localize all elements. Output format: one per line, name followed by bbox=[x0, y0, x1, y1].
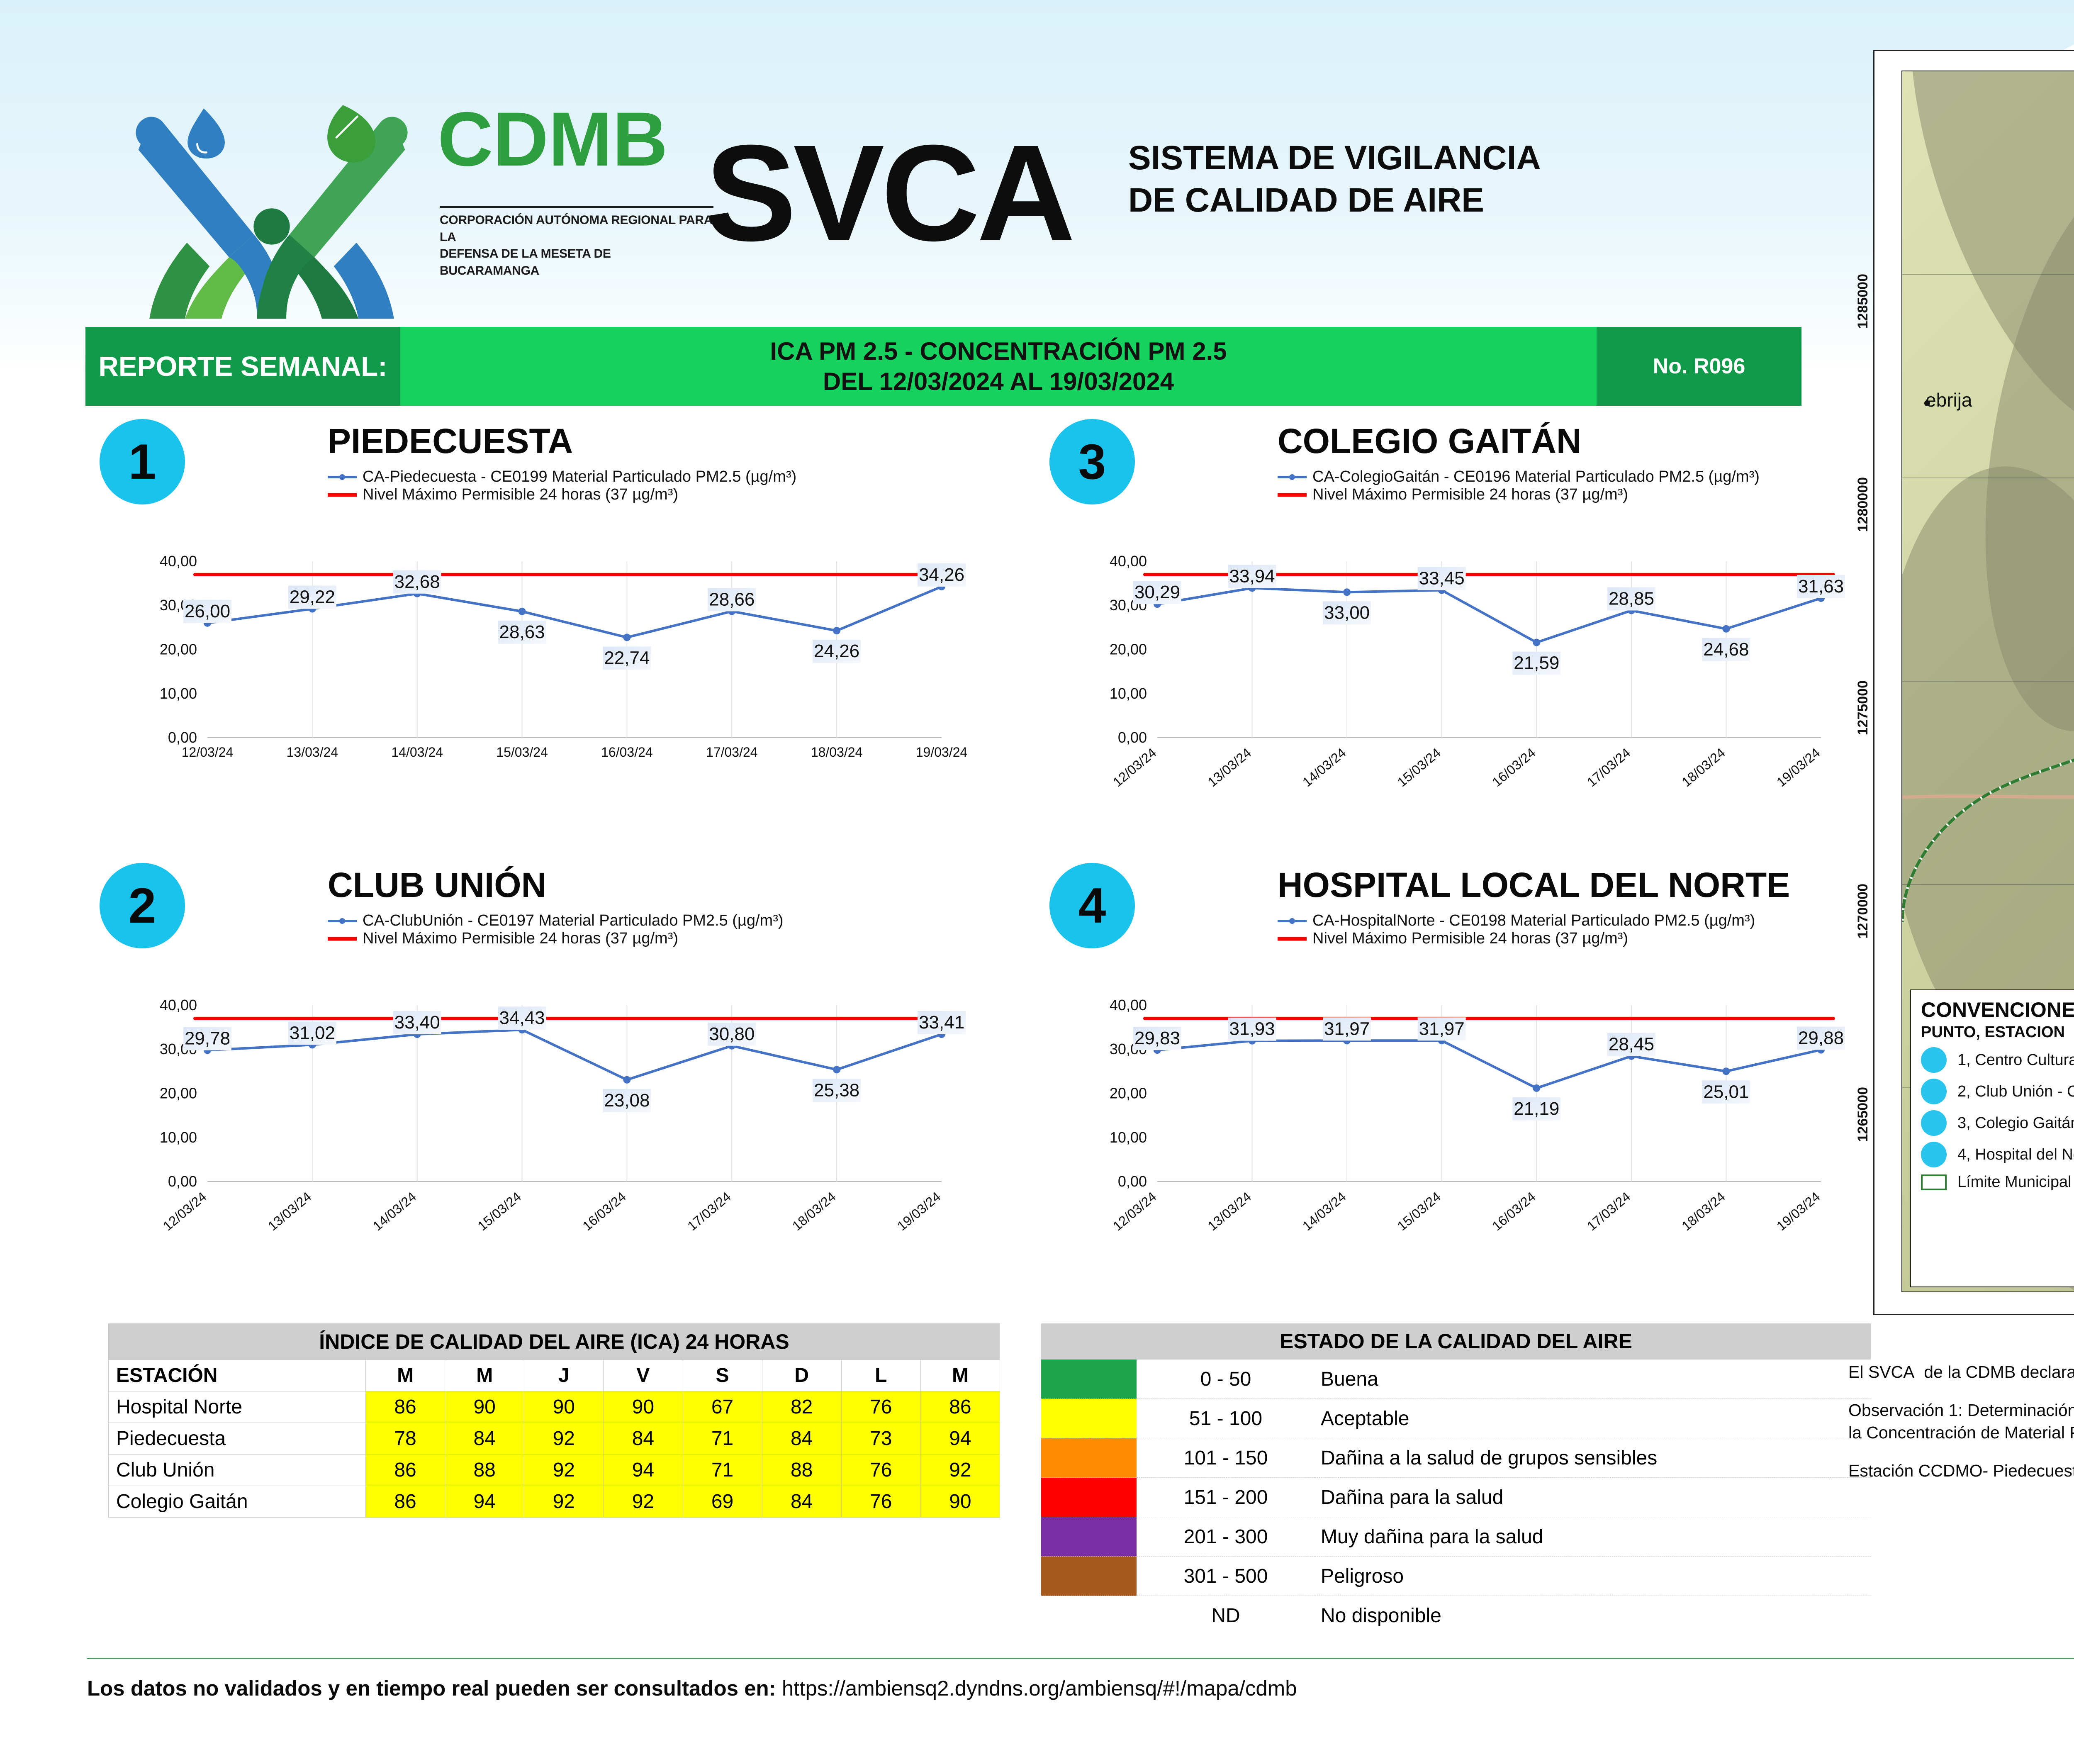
svg-text:10,00: 10,00 bbox=[160, 685, 197, 702]
svg-text:17/03/24: 17/03/24 bbox=[1584, 1189, 1633, 1234]
svg-text:18/03/24: 18/03/24 bbox=[1679, 1189, 1728, 1234]
svg-text:16/03/24: 16/03/24 bbox=[1489, 1189, 1538, 1234]
svg-text:13/03/24: 13/03/24 bbox=[265, 1189, 314, 1234]
svg-text:10,00: 10,00 bbox=[1110, 1129, 1147, 1146]
svg-text:29,22: 29,22 bbox=[290, 587, 335, 607]
svg-text:18/03/24: 18/03/24 bbox=[789, 1189, 839, 1234]
svg-text:12/03/24: 12/03/24 bbox=[160, 1189, 209, 1234]
svg-text:21,19: 21,19 bbox=[1514, 1099, 1559, 1119]
svg-text:17/03/24: 17/03/24 bbox=[684, 1189, 734, 1234]
svg-text:31,97: 31,97 bbox=[1419, 1018, 1465, 1039]
svg-text:13/03/24: 13/03/24 bbox=[1205, 1189, 1254, 1234]
svg-text:40,00: 40,00 bbox=[1110, 997, 1147, 1014]
svg-text:1285000: 1285000 bbox=[1855, 274, 1871, 329]
svg-text:24,26: 24,26 bbox=[814, 641, 859, 661]
svg-text:10,00: 10,00 bbox=[1110, 685, 1147, 702]
svg-text:28,63: 28,63 bbox=[499, 622, 545, 642]
svg-text:17/03/24: 17/03/24 bbox=[706, 745, 758, 760]
svg-text:25,01: 25,01 bbox=[1703, 1082, 1749, 1102]
svg-text:12/03/24: 12/03/24 bbox=[1110, 745, 1159, 790]
svg-text:0,00: 0,00 bbox=[1118, 729, 1147, 746]
svg-text:33,00: 33,00 bbox=[1324, 602, 1370, 623]
svg-text:1270000: 1270000 bbox=[1855, 884, 1871, 938]
svg-text:15/03/24: 15/03/24 bbox=[1395, 1189, 1444, 1234]
svg-text:20,00: 20,00 bbox=[1110, 1085, 1147, 1102]
svg-text:14/03/24: 14/03/24 bbox=[1300, 745, 1349, 790]
svg-text:40,00: 40,00 bbox=[1110, 553, 1147, 570]
svg-text:23,08: 23,08 bbox=[604, 1090, 650, 1111]
svg-text:1275000: 1275000 bbox=[1855, 680, 1871, 735]
svg-text:16/03/24: 16/03/24 bbox=[579, 1189, 629, 1234]
svg-text:21,59: 21,59 bbox=[1514, 653, 1559, 673]
svg-text:22,74: 22,74 bbox=[604, 648, 650, 668]
svg-text:16/03/24: 16/03/24 bbox=[601, 745, 653, 760]
svg-text:14/03/24: 14/03/24 bbox=[370, 1189, 419, 1234]
svg-text:14/03/24: 14/03/24 bbox=[391, 745, 443, 760]
svg-text:31,02: 31,02 bbox=[290, 1023, 335, 1043]
svg-text:15/03/24: 15/03/24 bbox=[1395, 745, 1444, 790]
svg-text:28,85: 28,85 bbox=[1609, 589, 1654, 609]
svg-text:15/03/24: 15/03/24 bbox=[475, 1189, 524, 1234]
svg-text:34,26: 34,26 bbox=[919, 565, 964, 585]
svg-text:1280000: 1280000 bbox=[1855, 477, 1871, 532]
svg-text:14/03/24: 14/03/24 bbox=[1300, 1189, 1349, 1234]
svg-text:29,83: 29,83 bbox=[1134, 1028, 1180, 1048]
svg-text:31,93: 31,93 bbox=[1229, 1019, 1275, 1039]
svg-text:33,40: 33,40 bbox=[394, 1012, 440, 1033]
svg-text:30,80: 30,80 bbox=[709, 1024, 755, 1044]
svg-text:1265000: 1265000 bbox=[1855, 1087, 1871, 1142]
svg-text:40,00: 40,00 bbox=[160, 997, 197, 1014]
svg-text:33,45: 33,45 bbox=[1419, 568, 1465, 589]
svg-text:ebrija: ebrija bbox=[1926, 389, 1972, 411]
svg-text:26,00: 26,00 bbox=[185, 601, 230, 621]
svg-text:33,94: 33,94 bbox=[1229, 566, 1275, 586]
svg-text:30,29: 30,29 bbox=[1134, 582, 1180, 602]
svg-text:32,68: 32,68 bbox=[394, 572, 440, 592]
svg-text:18/03/24: 18/03/24 bbox=[1679, 745, 1728, 790]
svg-text:29,88: 29,88 bbox=[1798, 1028, 1844, 1048]
svg-text:20,00: 20,00 bbox=[160, 641, 197, 658]
svg-text:19/03/24: 19/03/24 bbox=[1774, 745, 1823, 790]
svg-text:15/03/24: 15/03/24 bbox=[496, 745, 548, 760]
svg-text:10,00: 10,00 bbox=[160, 1129, 197, 1146]
svg-text:31,63: 31,63 bbox=[1798, 576, 1844, 597]
svg-text:19/03/24: 19/03/24 bbox=[1774, 1189, 1823, 1234]
svg-text:18/03/24: 18/03/24 bbox=[811, 745, 863, 760]
svg-text:0,00: 0,00 bbox=[168, 729, 197, 746]
svg-text:13/03/24: 13/03/24 bbox=[1205, 745, 1254, 790]
svg-text:13/03/24: 13/03/24 bbox=[287, 745, 338, 760]
svg-text:29,78: 29,78 bbox=[185, 1028, 230, 1049]
svg-text:12/03/24: 12/03/24 bbox=[182, 745, 234, 760]
svg-text:28,66: 28,66 bbox=[709, 590, 755, 610]
svg-text:24,68: 24,68 bbox=[1703, 639, 1749, 660]
svg-text:20,00: 20,00 bbox=[1110, 641, 1147, 658]
svg-text:34,43: 34,43 bbox=[499, 1008, 545, 1028]
svg-text:0,00: 0,00 bbox=[1118, 1173, 1147, 1190]
svg-text:28,45: 28,45 bbox=[1609, 1034, 1654, 1055]
svg-text:31,97: 31,97 bbox=[1324, 1018, 1370, 1039]
svg-text:19/03/24: 19/03/24 bbox=[894, 1189, 944, 1234]
svg-text:40,00: 40,00 bbox=[160, 553, 197, 570]
svg-text:17/03/24: 17/03/24 bbox=[1584, 745, 1633, 790]
svg-text:33,41: 33,41 bbox=[919, 1012, 964, 1033]
svg-text:25,38: 25,38 bbox=[814, 1080, 859, 1100]
svg-text:0,00: 0,00 bbox=[168, 1173, 197, 1190]
svg-text:20,00: 20,00 bbox=[160, 1085, 197, 1102]
svg-text:19/03/24: 19/03/24 bbox=[916, 745, 968, 760]
svg-text:16/03/24: 16/03/24 bbox=[1489, 745, 1538, 790]
svg-text:12/03/24: 12/03/24 bbox=[1110, 1189, 1159, 1234]
